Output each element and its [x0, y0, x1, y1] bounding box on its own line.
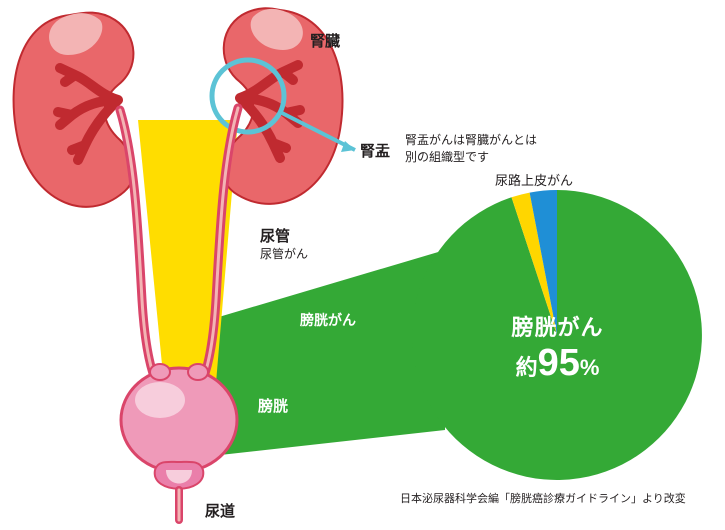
- infographic-stage: 膀胱がん 約95% 尿路上皮がん 日本泌尿器科学会編「膀胱癌診療ガイドライン」よ…: [0, 0, 725, 530]
- callout-bladder-note: 膀胱がん: [300, 310, 356, 330]
- callout-renal-pelvis-note: 腎盂がんは腎臓がんとは 別の組織型です: [405, 132, 537, 166]
- pie-chart: [0, 0, 725, 530]
- label-ureter: 尿管: [260, 225, 290, 246]
- pie-main-slice-percent: 約95%: [516, 355, 600, 380]
- label-kidney: 腎臓: [310, 30, 340, 51]
- pie-main-slice-label: 膀胱がん: [480, 310, 635, 342]
- pie-footnote: 日本泌尿器科学会編「膀胱癌診療ガイドライン」より改変: [400, 490, 686, 506]
- label-bladder: 膀胱: [258, 395, 288, 416]
- pie-center-label: 膀胱がん 約95%: [480, 310, 635, 385]
- label-renal-pelvis: 腎盂: [360, 140, 390, 161]
- pie-title: 尿路上皮がん: [495, 170, 573, 189]
- label-urethra: 尿道: [205, 500, 235, 521]
- callout-ureter-note: 尿管がん: [260, 245, 308, 262]
